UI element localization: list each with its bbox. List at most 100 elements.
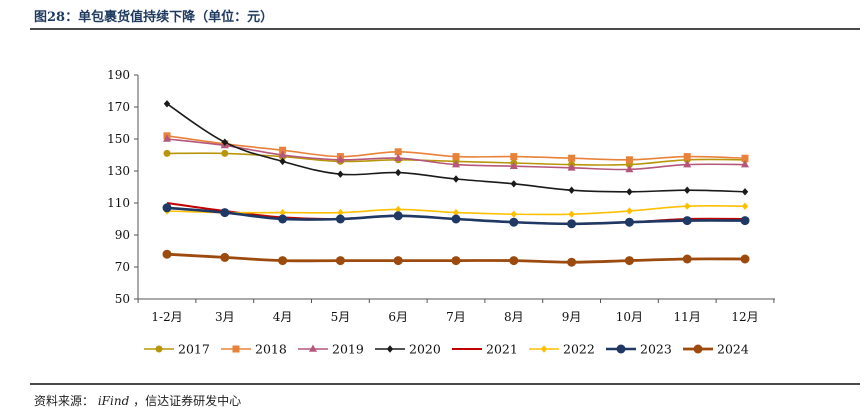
legend-item-2022: 2022 — [529, 342, 595, 357]
data-point — [693, 344, 703, 354]
data-point — [451, 256, 461, 266]
data-point — [386, 345, 394, 353]
data-point — [509, 217, 519, 227]
y-tick-label: 110 — [107, 196, 130, 210]
legend-item-2019: 2019 — [298, 342, 364, 357]
data-point — [278, 256, 288, 266]
legend-item-2021: 2021 — [452, 342, 518, 357]
bottom-divider — [30, 383, 860, 385]
data-point — [232, 345, 240, 353]
data-point — [452, 160, 460, 168]
data-point — [567, 163, 576, 171]
data-point — [741, 188, 749, 196]
y-tick-label: 190 — [107, 68, 130, 82]
legend-item-2017: 2017 — [144, 342, 210, 357]
data-point — [279, 157, 286, 166]
x-tick-label: 12月 — [731, 310, 758, 324]
data-point — [221, 138, 228, 146]
data-point — [683, 160, 692, 168]
source-note: 资料来源： iFind ，信达证券研发中心 — [34, 392, 241, 409]
data-point — [509, 161, 518, 169]
data-point — [394, 148, 402, 156]
data-point — [567, 219, 577, 229]
data-point — [510, 210, 517, 218]
y-tick-label: 50 — [115, 292, 130, 306]
data-point — [155, 345, 163, 353]
data-point — [163, 134, 171, 142]
x-tick-label: 1-2月 — [151, 310, 182, 324]
data-point — [162, 249, 172, 259]
source-label: 资料来源： — [34, 394, 95, 408]
x-tick-label: 5月 — [331, 310, 351, 324]
series-2024 — [162, 249, 750, 267]
series-2018 — [163, 132, 749, 164]
data-point — [393, 211, 403, 221]
x-tick-label: 11月 — [674, 310, 701, 324]
legend-item-2018: 2018 — [221, 342, 287, 357]
data-point — [625, 156, 633, 164]
data-point — [163, 100, 171, 108]
data-point — [624, 217, 634, 227]
y-tick-label: 130 — [107, 164, 130, 178]
data-point — [741, 160, 749, 168]
data-point — [510, 180, 517, 188]
data-point — [624, 256, 634, 266]
data-point — [395, 205, 402, 214]
y-tick-label: 90 — [115, 228, 130, 242]
data-point — [509, 256, 519, 266]
data-point — [452, 153, 460, 161]
data-point — [336, 155, 345, 163]
data-point — [568, 154, 576, 162]
data-point — [451, 214, 461, 224]
line-chart: 50 70 90 110 130 150 170 190 1-2月 3月 4月 5月 6月 7月 8月 9月 1… — [107, 68, 775, 357]
data-point — [452, 175, 460, 183]
x-tick-label: 3月 — [215, 310, 235, 324]
data-point — [684, 186, 691, 194]
data-point — [337, 170, 344, 178]
legend-label: 2017 — [178, 342, 210, 357]
legend-label: 2019 — [332, 342, 364, 357]
data-point — [395, 168, 402, 177]
data-point — [741, 154, 749, 162]
data-point — [568, 210, 575, 218]
x-tick-label: 9月 — [562, 310, 582, 324]
data-point — [683, 153, 691, 161]
y-tick-label: 150 — [107, 132, 130, 146]
data-point — [626, 207, 633, 215]
data-point — [684, 202, 691, 210]
legend-item-2020: 2020 — [375, 342, 441, 357]
data-point — [220, 208, 230, 218]
data-point — [279, 208, 286, 217]
data-point — [567, 257, 577, 267]
data-point — [510, 153, 518, 161]
legend: 2017 2018 2019 2020 2021 2022 2023 2024 — [144, 342, 749, 357]
data-point — [540, 345, 548, 353]
legend-label: 2018 — [255, 342, 287, 357]
x-tick-label: 4月 — [273, 310, 293, 324]
y-tick-label: 70 — [115, 260, 130, 274]
data-point — [278, 214, 288, 224]
data-point — [278, 150, 287, 158]
data-point — [568, 186, 575, 194]
top-divider — [30, 28, 860, 30]
data-point — [221, 149, 229, 157]
data-point — [393, 256, 403, 266]
data-point — [162, 203, 172, 213]
series-2019 — [163, 134, 749, 173]
data-point — [740, 254, 750, 264]
data-point — [279, 146, 287, 154]
source-rest: ，信达证券研发中心 — [133, 394, 242, 408]
data-point — [335, 214, 345, 224]
legend-label: 2022 — [563, 342, 595, 357]
legend-label: 2020 — [409, 342, 441, 357]
legend-item-2023: 2023 — [606, 342, 672, 357]
data-point — [220, 252, 230, 262]
source-name: iFind — [97, 394, 130, 408]
legend-label: 2021 — [486, 342, 518, 357]
series-2023 — [162, 203, 750, 229]
data-point — [682, 254, 692, 264]
data-point — [741, 202, 749, 210]
data-point — [626, 188, 633, 196]
data-point — [616, 344, 626, 354]
data-point — [335, 256, 345, 266]
